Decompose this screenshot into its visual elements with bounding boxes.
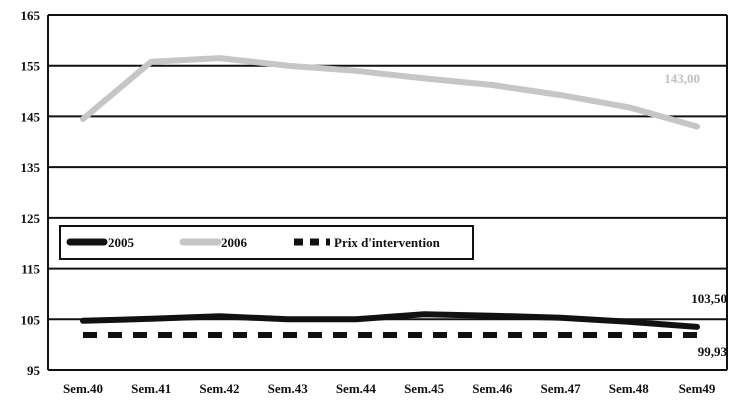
y-tick-label: 165 xyxy=(21,8,41,23)
legend-label: 2005 xyxy=(108,235,135,250)
x-tick-label: Sem.47 xyxy=(541,381,582,396)
y-tick-label: 105 xyxy=(21,312,41,327)
data-labels: 103,50 143,00 99,93 xyxy=(664,71,727,359)
x-tick-label: Sem.46 xyxy=(472,381,513,396)
legend-label: Prix d'intervention xyxy=(334,235,441,250)
legend-box xyxy=(59,225,474,260)
x-tick-label: Sem.48 xyxy=(609,381,650,396)
end-value-label: 99,93 xyxy=(698,344,728,359)
y-tick-label: 125 xyxy=(21,211,41,226)
legend: 2005 2006 Prix d'intervention xyxy=(59,225,474,260)
x-tick-label: Sem.41 xyxy=(131,381,171,396)
end-value-label: 103,50 xyxy=(691,291,727,306)
y-tick-label: 95 xyxy=(27,363,41,378)
y-tick-label: 115 xyxy=(21,262,40,277)
series-lines xyxy=(80,55,700,338)
y-tick-label: 155 xyxy=(21,59,41,74)
y-tick-label: 145 xyxy=(21,109,41,124)
y-tick-label: 135 xyxy=(21,160,41,175)
x-tick-label: Sem.40 xyxy=(63,381,103,396)
series-line-2006 xyxy=(80,55,700,130)
axes: 95 105 115 125 135 145 155 165 Sem.40 Sem.41 Sem.4… xyxy=(21,8,728,396)
series-line-2005 xyxy=(80,311,700,330)
x-tick-label: Sem.43 xyxy=(268,381,309,396)
x-tick-label: Sem49 xyxy=(679,381,716,396)
x-tick-label: Sem.42 xyxy=(199,381,239,396)
legend-label: 2006 xyxy=(221,235,248,250)
x-tick-label: Sem.45 xyxy=(404,381,445,396)
end-value-label: 143,00 xyxy=(664,71,700,86)
x-tick-label: Sem.44 xyxy=(336,381,377,396)
